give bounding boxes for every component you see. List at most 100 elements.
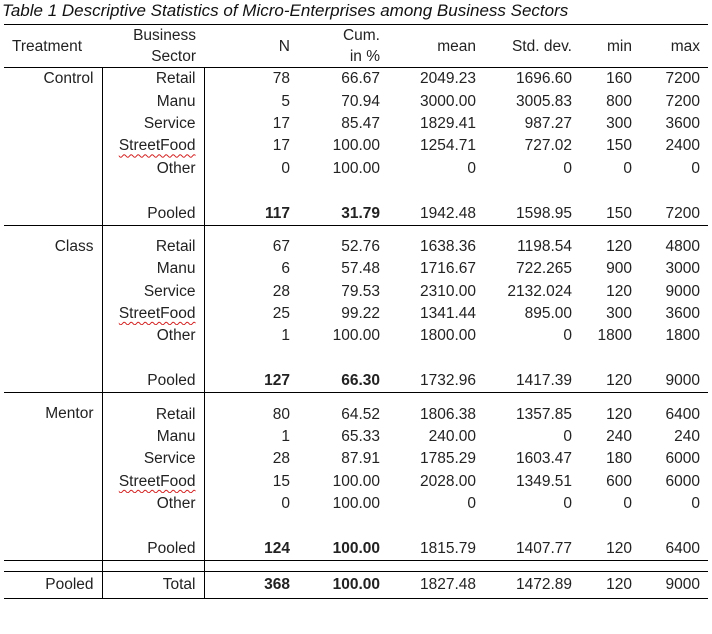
total-cum: 100.00	[298, 571, 388, 600]
group-gap-row	[4, 225, 708, 236]
header-mean: mean	[388, 24, 484, 68]
cell-mean: 1785.29	[419, 450, 476, 468]
pooled-max: 7200	[640, 202, 708, 226]
gap-cell	[4, 560, 103, 572]
header-cum-line2: in %	[298, 46, 388, 68]
cell-sd: 1349.51	[515, 472, 572, 490]
cell-sd: 722.265	[515, 260, 572, 278]
cell-n: 67	[272, 237, 290, 255]
gap-cell	[388, 225, 484, 236]
sector-label: Retail	[102, 235, 205, 259]
cell-sd: 1357.85	[515, 405, 572, 423]
cell-cum: 87.91	[341, 450, 380, 468]
sector-label: Retail	[102, 67, 205, 91]
spacer-row	[4, 179, 708, 203]
cell-max: 3600	[665, 305, 700, 323]
table-row: Service 28 87.91 1785.29 1603.47 180 6000	[4, 448, 708, 471]
cell-min: 0	[623, 495, 632, 513]
cell-max: 6400	[665, 405, 700, 423]
table-row: Manu 1 65.33 240.00 0 240 240	[4, 425, 708, 449]
cell-max: 2400	[665, 137, 700, 155]
cell-n: 78	[272, 70, 290, 88]
header-cum-line1: Cum.	[298, 24, 388, 46]
spacer-cell	[640, 348, 708, 370]
pooled-cum: 100.00	[298, 537, 388, 562]
sector-label: Service	[102, 448, 205, 471]
total-sd: 1472.89	[484, 571, 580, 600]
cell-mean: 2310.00	[419, 282, 476, 300]
pooled-sd: 1407.77	[484, 537, 580, 562]
cell-sd: 1603.47	[515, 450, 572, 468]
sector-label: Retail	[102, 403, 205, 426]
sector-label: Other	[102, 493, 205, 516]
pooled-mean: 1815.79	[388, 537, 484, 562]
cell-sd: 0	[563, 327, 572, 345]
cell-mean: 1829.41	[419, 114, 476, 132]
spacer-cell	[640, 180, 708, 202]
cell-n: 0	[281, 495, 290, 513]
table-row: Other 0 100.00 0 0 0 0	[4, 493, 708, 516]
cell-mean: 1341.44	[419, 305, 476, 323]
spacer-cell	[640, 515, 708, 537]
pooled-row: Pooled 124 100.00 1815.79 1407.77 120 6400	[4, 537, 708, 562]
pooled-cum: 31.79	[298, 202, 388, 226]
cell-min: 1800	[597, 327, 632, 345]
sector-label: Other	[102, 157, 205, 180]
cell-mean: 1800.00	[419, 327, 476, 345]
treatment-label: Control	[4, 67, 103, 226]
sector-label: Service	[102, 112, 205, 136]
gap-cell	[102, 392, 205, 404]
gap-cell	[640, 393, 708, 404]
table-row: Manu 6 57.48 1716.67 722.265 900 3000	[4, 258, 708, 281]
cell-n: 1	[281, 428, 290, 446]
cell-min: 120	[606, 405, 632, 423]
header-max: max	[640, 24, 708, 68]
cell-max: 4800	[665, 237, 700, 255]
sector-label-text: StreetFood	[118, 472, 196, 490]
cell-n: 25	[272, 305, 290, 323]
cell-sd: 987.27	[524, 114, 572, 132]
cell-min: 180	[606, 450, 632, 468]
cell-cum: 70.94	[341, 92, 380, 110]
total-max: 9000	[640, 571, 708, 600]
gap-cell	[298, 393, 388, 404]
cell-n: 6	[281, 260, 290, 278]
cell-min: 150	[606, 137, 632, 155]
total-min: 120	[580, 571, 640, 600]
table-row: Other 1 100.00 1800.00 0 1800 1800	[4, 325, 708, 348]
total-n: 368	[204, 571, 298, 600]
sector-label: Service	[102, 280, 205, 303]
gap-cell	[580, 561, 640, 572]
sector-label: Manu	[102, 90, 205, 113]
spacer-cell	[298, 348, 388, 370]
gap-cell	[298, 225, 388, 236]
pooled-max: 6400	[640, 537, 708, 562]
cell-mean: 0	[467, 159, 476, 177]
cell-min: 300	[606, 305, 632, 323]
cell-max: 0	[691, 159, 700, 177]
cell-min: 0	[623, 159, 632, 177]
cell-n: 80	[272, 405, 290, 423]
cell-mean: 2049.23	[419, 70, 476, 88]
cell-max: 9000	[665, 282, 700, 300]
cell-cum: 100.00	[332, 472, 380, 490]
treatment-label: Class	[4, 235, 103, 394]
table-row: Control Retail 78 66.67 2049.23 1696.60 160 720…	[4, 67, 708, 226]
sector-label-text: StreetFood	[118, 137, 196, 155]
sector-label: Manu	[102, 425, 205, 449]
group-gap-row	[4, 560, 708, 572]
cell-n: 0	[281, 159, 290, 177]
cell-max: 6000	[665, 450, 700, 468]
header-sector-line2: Sector	[102, 46, 204, 68]
cell-mean: 240.00	[428, 428, 476, 446]
cell-sd: 1198.54	[517, 237, 572, 255]
gap-cell	[4, 392, 103, 404]
spacer-cell	[204, 348, 298, 370]
cell-cum: 79.53	[341, 282, 380, 300]
pooled-cum: 66.30	[298, 370, 388, 394]
cell-max: 7200	[665, 70, 700, 88]
sector-label-text: StreetFood	[118, 305, 196, 323]
header-treatment: Treatment	[4, 24, 102, 68]
table-row: StreetFood 15 100.00 2028.00 1349.51 600 6000	[4, 470, 708, 494]
header-min: min	[580, 24, 640, 68]
